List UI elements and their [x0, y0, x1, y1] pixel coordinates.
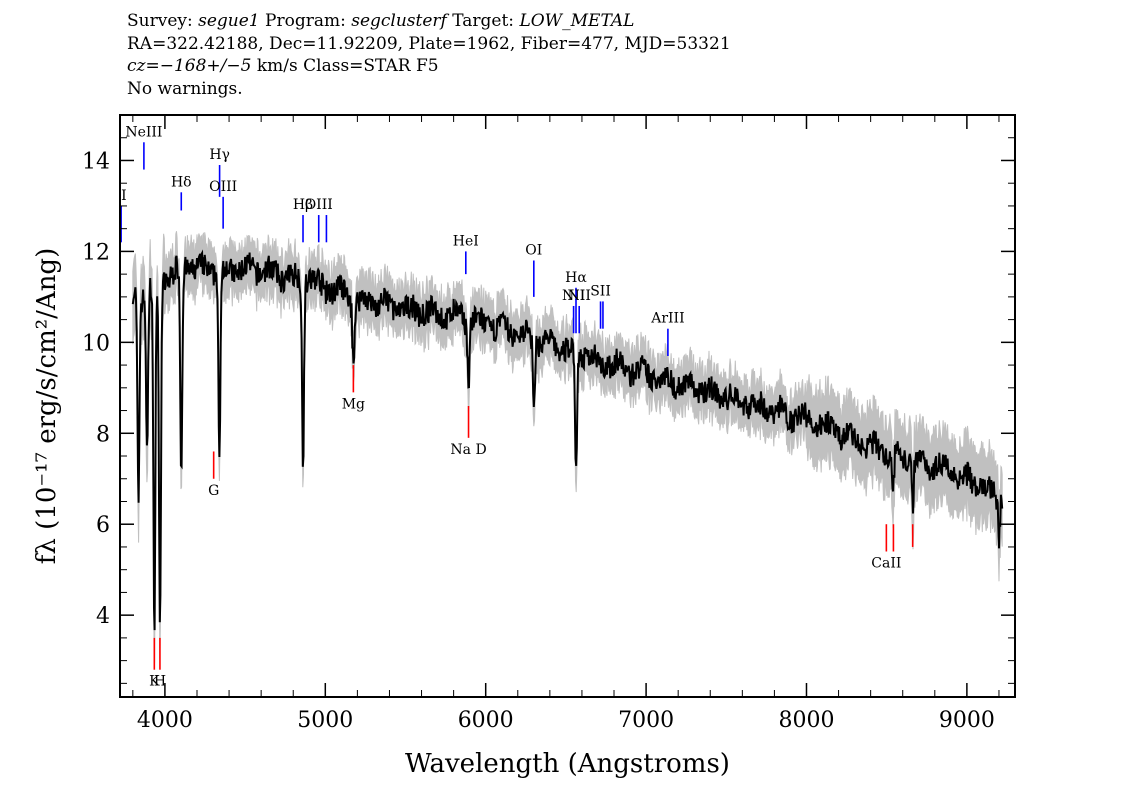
- y-axis-label: fλ (10⁻¹⁷ erg/s/cm²/Ang): [32, 248, 62, 564]
- header-line-coords: RA=322.42188, Dec=11.92209, Plate=1962, …: [127, 33, 731, 54]
- y-tick-label: 12: [82, 240, 110, 265]
- emission-label: Hα: [565, 270, 587, 286]
- target-value: LOW_METAL: [519, 11, 635, 31]
- absorption-label: G: [208, 483, 219, 499]
- x-tick-label: 6000: [458, 708, 514, 733]
- y-tick-label: 10: [82, 331, 110, 356]
- spectrum-header: Survey: segue1 Program: segclusterf Targ…: [127, 10, 731, 100]
- emission-label: OIII: [209, 179, 237, 195]
- y-tick-label: 4: [96, 604, 110, 629]
- survey-label: Survey:: [127, 11, 193, 31]
- flux-line: [131, 249, 1004, 631]
- emission-label: SII: [590, 283, 611, 299]
- error-band: [132, 231, 1003, 663]
- emission-label: NeIII: [125, 124, 162, 140]
- program-value: segclusterf: [351, 11, 447, 31]
- emission-label: NII: [568, 288, 591, 304]
- y-tick-label: 14: [82, 149, 110, 174]
- program-label: Program:: [265, 11, 346, 31]
- y-tick-label: 8: [96, 422, 110, 447]
- emission-label: HeI: [453, 233, 479, 249]
- emission-label: ArIII: [650, 311, 684, 327]
- absorption-label: Na D: [450, 442, 486, 458]
- x-tick-label: 9000: [939, 708, 995, 733]
- absorption-label: CaII: [871, 556, 901, 572]
- class-value: km/s Class=STAR F5: [251, 56, 439, 76]
- emission-label: NII: [562, 288, 585, 304]
- header-line-cz: cz=−168+/−5 km/s Class=STAR F5: [127, 55, 731, 78]
- x-tick-label: 7000: [618, 708, 674, 733]
- x-tick-label: 4000: [137, 708, 193, 733]
- absorption-label: K: [149, 674, 160, 690]
- emission-label: II: [116, 188, 127, 204]
- emission-label: OIII: [305, 197, 333, 213]
- redshift-value: cz=−168+/−5: [127, 56, 252, 76]
- plot-frame: [119, 114, 1016, 698]
- y-tick-label: 6: [96, 513, 110, 538]
- axis-ticks: 4000 5000 6000 7000 8000 9000 4 6 8 10 12 14: [82, 115, 1015, 733]
- x-tick-label: 8000: [778, 708, 834, 733]
- emission-label: Hβ: [293, 197, 313, 213]
- x-axis-label: Wavelength (Angstroms): [405, 749, 730, 779]
- emission-label: OI: [525, 243, 542, 259]
- x-tick-label: 5000: [297, 708, 353, 733]
- target-label: Target:: [452, 11, 515, 31]
- survey-value: segue1: [198, 11, 260, 31]
- absorption-label: H: [154, 674, 166, 690]
- absorption-label: Mg: [342, 396, 365, 412]
- emission-label: Hγ: [209, 147, 230, 163]
- header-line-warnings: No warnings.: [127, 78, 243, 99]
- header-line-survey: Survey: segue1 Program: segclusterf Targ…: [127, 10, 731, 33]
- emission-label: Hδ: [171, 174, 192, 190]
